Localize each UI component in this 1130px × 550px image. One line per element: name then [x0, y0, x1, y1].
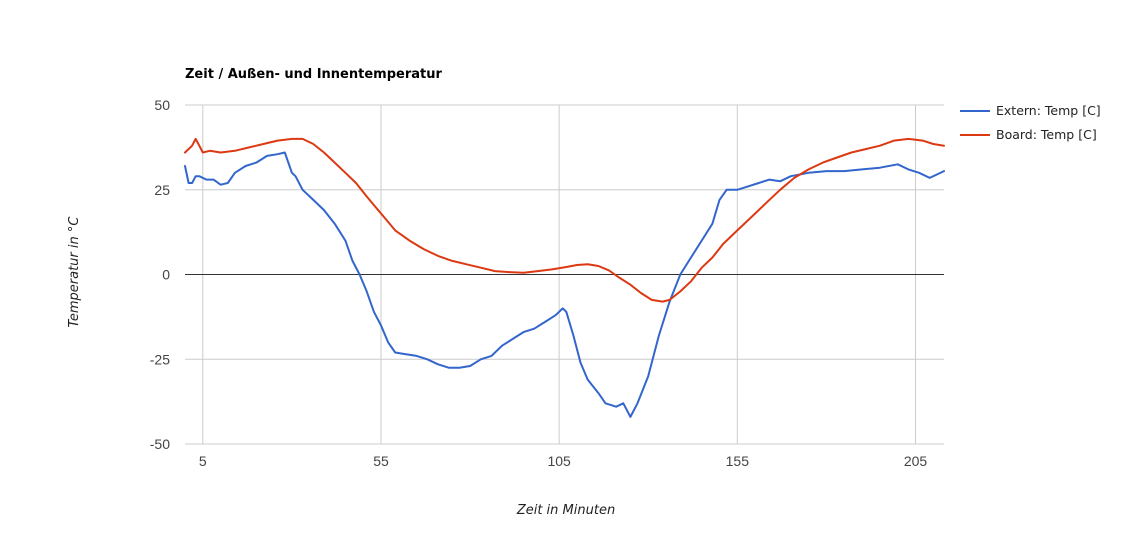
x-tick-label: 105: [547, 453, 571, 469]
y-axis-title: Temperatur in °C: [67, 216, 82, 328]
legend-label-board: Board: Temp [C]: [996, 127, 1097, 142]
y-tick-label: 50: [154, 97, 170, 113]
x-axis-title: Zeit in Minuten: [516, 503, 615, 518]
y-tick-label: 0: [162, 267, 170, 283]
y-tick-label: -25: [150, 351, 170, 367]
legend-item-board[interactable]: Board: Temp [C]: [960, 127, 1097, 142]
grid: [185, 104, 944, 445]
x-tick-label: 55: [373, 453, 389, 469]
x-tick-label: 155: [726, 453, 750, 469]
y-axis-tick-labels: 50 25 0 -25 -50: [150, 97, 170, 452]
x-tick-label: 205: [904, 453, 928, 469]
series-lines: [184, 137, 945, 418]
x-axis-tick-labels: 5 55 105 155 205: [199, 453, 927, 469]
legend-label-extern: Extern: Temp [C]: [996, 103, 1101, 118]
series-line-extern: [184, 151, 945, 418]
legend-item-extern[interactable]: Extern: Temp [C]: [960, 103, 1101, 118]
x-tick-label: 5: [199, 453, 207, 469]
series-line-board: [184, 137, 945, 303]
y-tick-label: 25: [154, 182, 170, 198]
legend[interactable]: Extern: Temp [C] Board: Temp [C]: [960, 103, 1101, 142]
y-tick-label: -50: [150, 436, 170, 452]
chart-title: Zeit / Außen- und Innentemperatur: [185, 67, 442, 82]
